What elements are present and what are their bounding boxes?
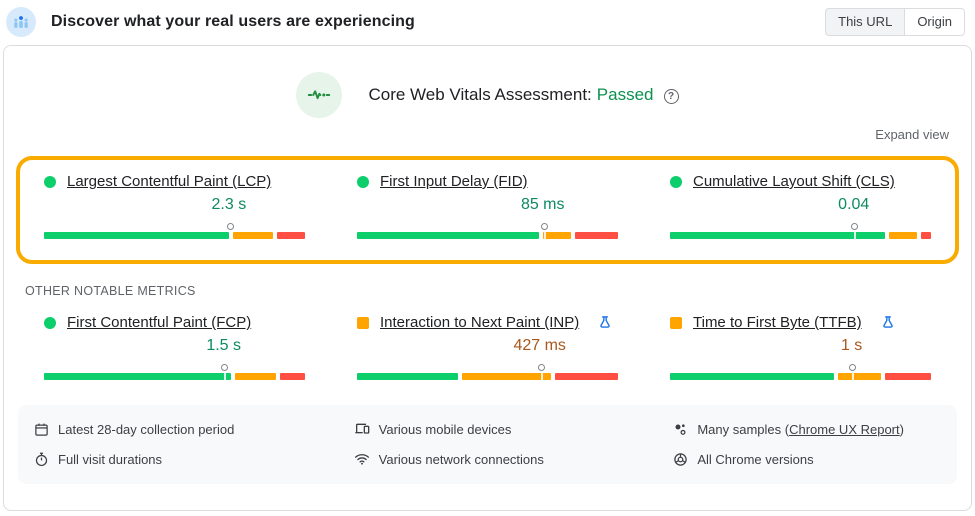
collection-info-footer: Latest 28-day collection period Various … <box>18 405 957 484</box>
metric-fid: First Input Delay (FID) 85 ms <box>357 173 618 241</box>
calendar-icon <box>35 423 48 436</box>
origin-button[interactable]: Origin <box>905 7 965 36</box>
fid-good-segment <box>357 232 540 239</box>
visit-durations-item: Full visit durations <box>34 451 302 467</box>
ttfb-poor-segment <box>885 373 932 380</box>
field-data-header: Discover what your real users are experi… <box>0 0 975 42</box>
fcp-status-dot <box>44 316 56 329</box>
ttfb-needs-improvement-segment <box>838 373 882 380</box>
expand-view-link[interactable]: Expand view <box>875 127 949 142</box>
samples-text-prefix: Many samples ( <box>697 421 790 437</box>
fcp-needs-improvement-segment <box>235 373 276 380</box>
url-origin-toggle: This URL Origin <box>825 7 965 36</box>
lcp-status-dot <box>44 175 56 188</box>
fid-needs-improvement-segment <box>543 232 571 239</box>
expand-view-row: Expand view <box>4 126 971 144</box>
other-notable-metrics-label: OTHER NOTABLE METRICS <box>25 284 196 298</box>
inp-distribution-bar <box>357 364 618 382</box>
ttfb-good-segment <box>670 373 835 380</box>
metric-inp: Interaction to Next Paint (INP) 427 ms <box>357 314 618 382</box>
inp-link[interactable]: Interaction to Next Paint (INP) <box>380 314 580 331</box>
metric-ttfb: Time to First Byte (TTFB) 1 s <box>670 314 932 382</box>
lcp-value: 2.3 s <box>211 196 247 213</box>
samples-icon <box>675 423 686 435</box>
field-data-card: Core Web Vitals Assessment: Passed? Expan… <box>3 45 972 511</box>
lcp-good-segment <box>44 232 229 239</box>
fid-value: 85 ms <box>520 196 565 213</box>
fid-distribution-bar <box>357 223 618 241</box>
cls-needs-improvement-segment <box>889 232 917 239</box>
inp-good-segment <box>357 373 459 380</box>
network-connections-item: Various network connections <box>354 451 622 467</box>
help-icon[interactable]: ? <box>663 89 679 104</box>
lcp-distribution-bar <box>44 223 305 241</box>
metric-cls: Cumulative Layout Shift (CLS) 0.04 <box>670 173 931 241</box>
ttfb-distribution-bar <box>670 364 932 382</box>
fcp-distribution-bar <box>44 364 305 382</box>
inp-status-square <box>357 316 369 329</box>
cwv-assessment-status: Passed <box>596 85 654 104</box>
pulse-icon <box>296 72 343 118</box>
chrome-versions-item: All Chrome versions <box>673 451 941 467</box>
inp-needs-improvement-segment <box>462 373 551 380</box>
samples-text-suffix: ) <box>899 421 904 437</box>
lcp-poor-segment <box>277 232 305 239</box>
fid-poor-segment <box>574 232 618 239</box>
samples-text: Many samples (Chrome UX Report) <box>697 422 904 437</box>
chrome-ux-report-link[interactable]: Chrome UX Report <box>789 421 900 437</box>
cls-value: 0.04 <box>838 196 870 213</box>
fid-status-dot <box>357 175 369 188</box>
page-title: Discover what your real users are experi… <box>51 12 415 30</box>
chrome-versions-text: All Chrome versions <box>697 451 814 467</box>
devices-icon <box>354 423 369 434</box>
fcp-poor-segment <box>279 373 305 380</box>
cwv-assessment-header: Core Web Vitals Assessment: Passed? <box>4 46 971 118</box>
cls-link[interactable]: Cumulative Layout Shift (CLS) <box>693 173 895 190</box>
mobile-devices-item: Various mobile devices <box>354 421 622 437</box>
fid-link[interactable]: First Input Delay (FID) <box>380 173 528 190</box>
metric-lcp: Largest Contentful Paint (LCP) 2.3 s <box>44 173 305 241</box>
lcp-link[interactable]: Largest Contentful Paint (LCP) <box>67 173 272 190</box>
cls-good-segment <box>670 232 886 239</box>
ttfb-status-square <box>670 316 682 329</box>
collection-period-item: Latest 28-day collection period <box>34 421 302 437</box>
cls-distribution-bar <box>670 223 931 241</box>
fcp-value: 1.5 s <box>206 337 241 354</box>
stopwatch-icon <box>35 452 48 466</box>
collection-period-text: Latest 28-day collection period <box>58 421 235 437</box>
this-url-button[interactable]: This URL <box>825 7 906 36</box>
mobile-devices-text: Various mobile devices <box>378 421 512 437</box>
real-users-icon <box>6 6 36 37</box>
cls-status-dot <box>670 175 682 188</box>
fcp-link[interactable]: First Contentful Paint (FCP) <box>67 314 252 331</box>
samples-item: Many samples (Chrome UX Report) <box>673 421 941 437</box>
metric-fcp: First Contentful Paint (FCP) 1.5 s <box>44 314 305 382</box>
inp-poor-segment <box>554 373 618 380</box>
core-web-vitals-highlight-box: Largest Contentful Paint (LCP) 2.3 s Fir… <box>16 156 959 264</box>
ttfb-value: 1 s <box>840 337 863 354</box>
cwv-assessment-title: Core Web Vitals Assessment: Passed? <box>368 85 679 105</box>
lcp-needs-improvement-segment <box>232 232 274 239</box>
experimental-flask-icon[interactable] <box>881 315 895 330</box>
chrome-icon <box>674 452 688 466</box>
cwv-assessment-label: Core Web Vitals Assessment: <box>368 85 592 104</box>
ttfb-link[interactable]: Time to First Byte (TTFB) <box>693 314 862 331</box>
visit-durations-text: Full visit durations <box>58 451 163 467</box>
experimental-flask-icon[interactable] <box>598 315 612 330</box>
network-connections-text: Various network connections <box>378 451 544 467</box>
inp-value: 427 ms <box>513 337 566 354</box>
network-icon <box>354 454 369 465</box>
fcp-good-segment <box>44 373 232 380</box>
cls-poor-segment <box>920 232 931 239</box>
